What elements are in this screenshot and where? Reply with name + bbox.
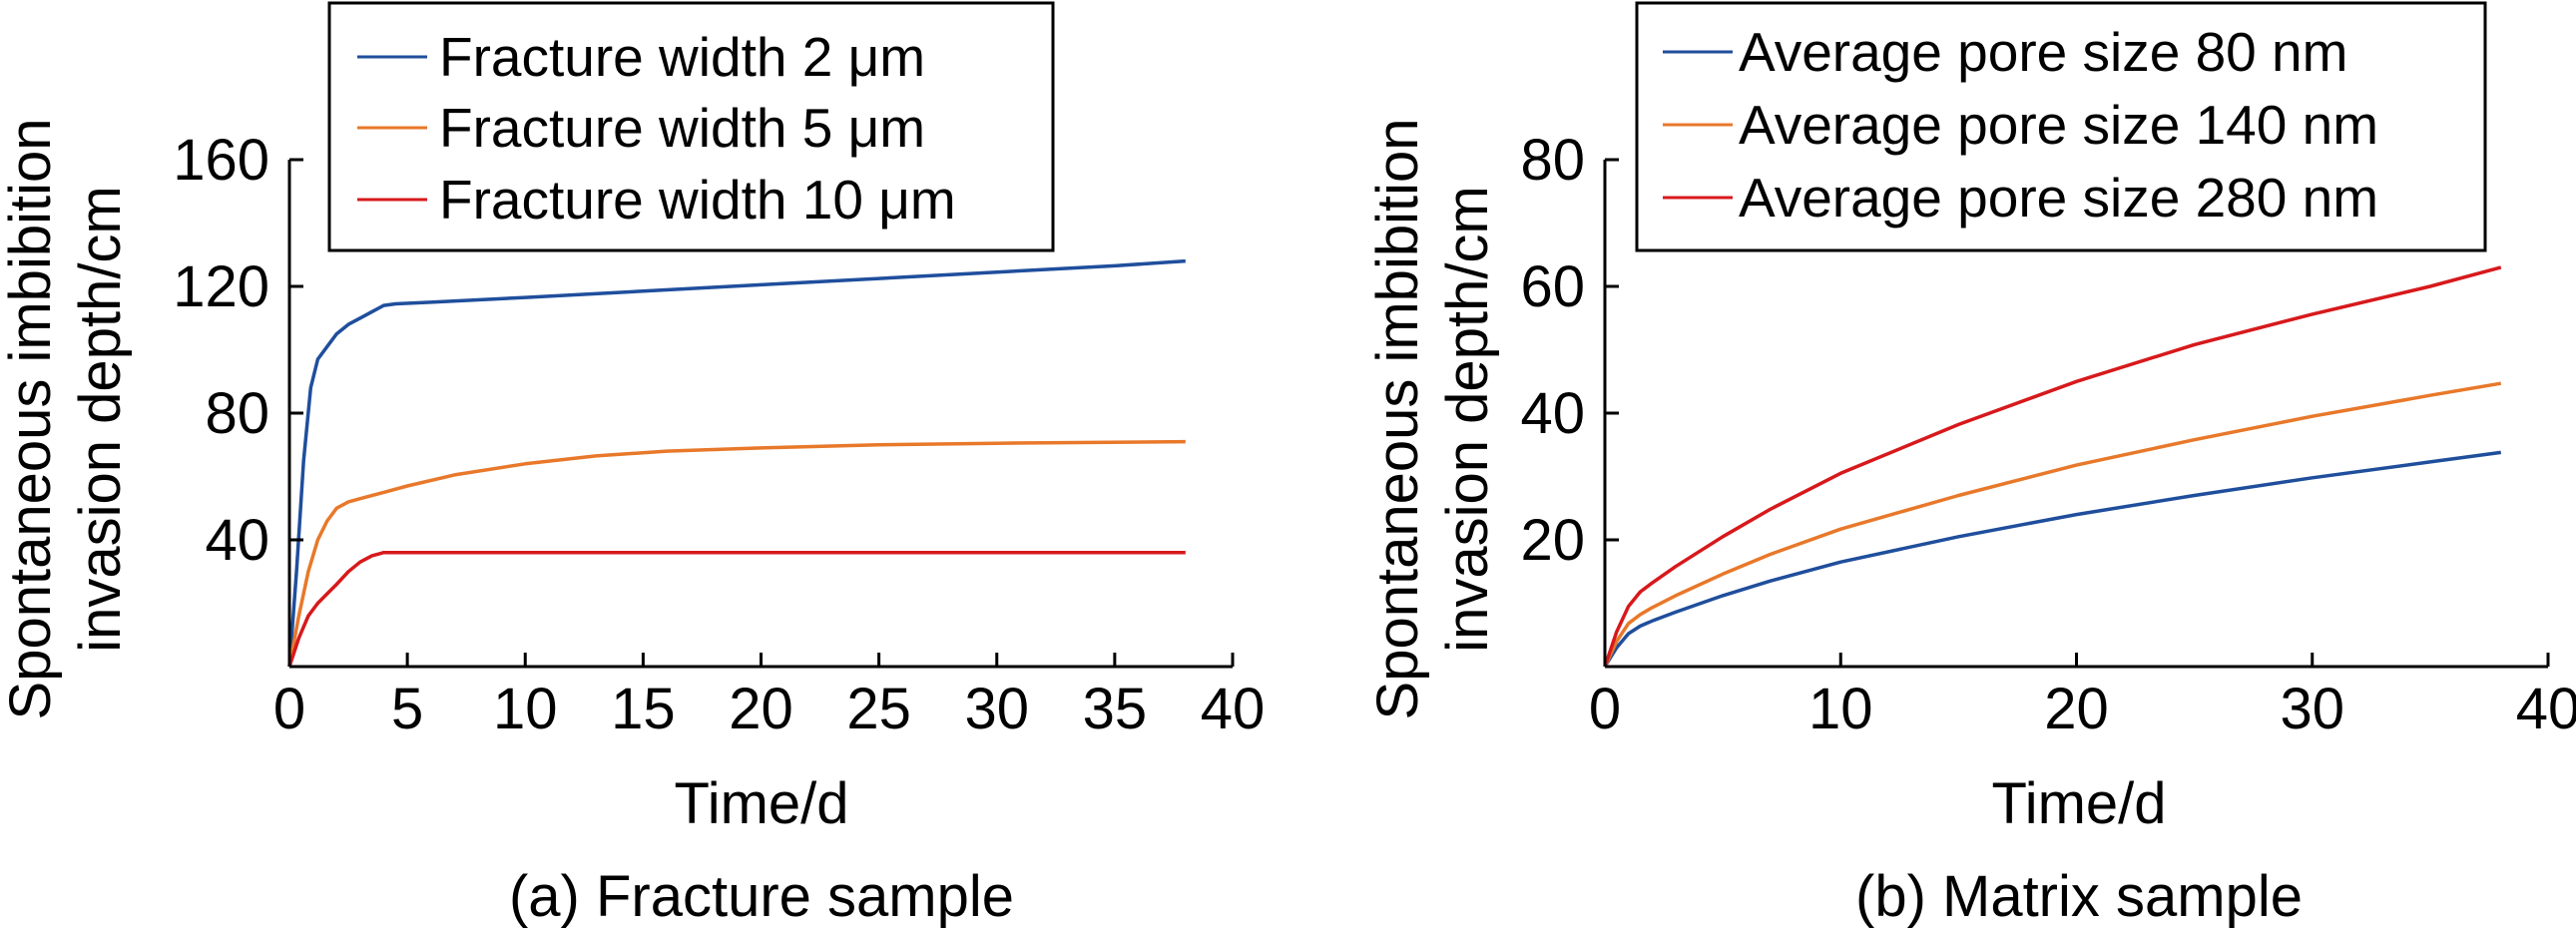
y-tick-label: 80 [1520, 128, 1585, 193]
y-tick-label: 40 [205, 508, 269, 573]
panel-caption: (a) Fracture sample [509, 864, 1014, 929]
x-axis-label: Time/d [674, 771, 848, 836]
x-tick-label: 40 [2516, 677, 2576, 741]
ticks-b: 0 10 20 30 40 20 40 60 80 [1520, 128, 2576, 741]
series-line-1 [287, 439, 1186, 668]
plot-lines-b [1603, 265, 2502, 668]
y-tick-label: 60 [1520, 254, 1585, 319]
x-tick-label: 10 [493, 677, 558, 741]
legend-label: Fracture width 10 μm [439, 169, 956, 231]
x-tick-label: 0 [273, 677, 305, 741]
y-axis-label-line1: Spontaneous imbibition [1365, 119, 1430, 720]
legend-label: Fracture width 5 μm [439, 97, 925, 159]
x-tick-label: 30 [964, 677, 1029, 741]
x-tick-label: 20 [729, 677, 793, 741]
x-tick-label: 20 [2044, 677, 2109, 741]
legend-box [1635, 1, 2487, 252]
ticks-a: 0 5 10 15 20 25 30 35 40 40 80 120 160 [173, 128, 1265, 741]
x-tick-label: 40 [1201, 677, 1266, 741]
series-line-1 [1603, 381, 2502, 668]
x-tick-label: 35 [1083, 677, 1148, 741]
x-tick-label: 15 [611, 677, 676, 741]
y-tick-label: 20 [1520, 508, 1585, 573]
legend-a: Fracture width 2 μm Fracture width 5 μm … [327, 1, 1055, 252]
x-tick-label: 25 [846, 677, 911, 741]
legend-label: Average pore size 140 nm [1739, 94, 2378, 156]
panel-fracture-sample: 0 5 10 15 20 25 30 35 40 40 80 120 160 Spontaneous i… [0, 1, 1265, 929]
y-axis-label-line2: invasion depth/cm [1435, 186, 1500, 652]
y-tick-label: 120 [173, 254, 269, 319]
legend-label: Average pore size 80 nm [1739, 21, 2347, 83]
y-axis-label-line2: invasion depth/cm [68, 186, 133, 652]
x-tick-label: 0 [1589, 677, 1621, 741]
series-line-2 [287, 550, 1186, 668]
legend-label: Fracture width 2 μm [439, 26, 925, 88]
y-tick-label: 40 [1520, 381, 1585, 446]
series-line-2 [1603, 265, 2502, 668]
x-axis-label: Time/d [1991, 771, 2166, 836]
y-tick-label: 160 [173, 128, 269, 193]
panel-matrix-sample: 0 10 20 30 40 20 40 60 80 Spontaneous imbibition… [1365, 1, 2576, 929]
series-line-0 [287, 258, 1186, 668]
y-tick-label: 80 [205, 381, 269, 446]
y-axis-label-line1: Spontaneous imbibition [0, 119, 63, 720]
series-line-0 [1603, 450, 2502, 668]
x-tick-label: 30 [2280, 677, 2344, 741]
legend-box [327, 1, 1055, 252]
legend-label: Average pore size 280 nm [1739, 167, 2378, 229]
panel-caption: (b) Matrix sample [1855, 864, 2303, 929]
x-tick-label: 10 [1808, 677, 1873, 741]
x-tick-label: 5 [391, 677, 423, 741]
legend-b: Average pore size 80 nm Average pore siz… [1635, 1, 2487, 252]
plot-lines-a [287, 258, 1186, 668]
